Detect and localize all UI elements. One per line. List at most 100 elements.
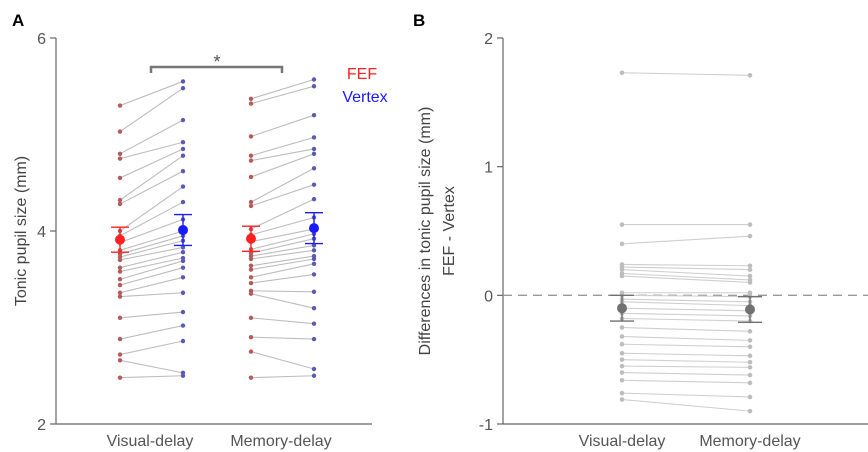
fef-point-memory [248,203,254,209]
vertex-point-visual [180,265,186,270]
difference-line [621,72,751,76]
panel-a-y-tick-label: 2 [37,417,46,434]
subject-line-visual [119,141,184,160]
subject-line-memory [250,255,315,267]
fef-point-visual [117,201,123,207]
fef-point-visual [117,282,123,288]
vertex-point-visual [180,168,186,174]
panel-b: Differences in tonic pupil size (mm) FEF… [417,31,868,450]
fef-point-memory [248,134,254,139]
subject-line-visual [119,340,184,356]
subject-line-visual [119,257,184,273]
subject-line-memory [250,375,315,379]
difference-line [621,298,751,303]
subject-line-memory [250,317,315,325]
panel-b-y-tick-label: 1 [484,160,493,177]
difference-line [621,379,751,384]
fef-point-memory [248,349,254,354]
subject-line-memory [250,216,315,236]
difference-point-visual [619,370,625,375]
difference-line [621,335,751,341]
vertex-point-visual [180,258,186,264]
subject-line-memory [250,238,315,254]
difference-point-memory [747,73,753,78]
subject-line-visual [119,230,184,251]
fef-point-visual [117,336,123,342]
difference-point-memory [747,372,753,378]
vertex-point-memory [311,166,317,171]
subject-line-memory [250,336,315,340]
fef-point-visual [117,103,123,108]
fef-point-visual [117,277,123,282]
vertex-point-memory [311,272,317,277]
vertex-point-memory [311,336,317,342]
vertex-point-memory [311,151,317,156]
difference-point-memory [747,290,753,296]
vertex-point-memory [311,289,317,294]
fef-point-memory [248,199,254,205]
difference-line [621,312,751,317]
subject-line-memory [250,293,315,309]
difference-point-memory [747,394,753,400]
subject-line-visual [119,218,184,244]
fef-point-visual [117,352,123,357]
difference-line [621,343,751,348]
fef-point-memory [248,256,254,262]
vertex-point-memory [311,256,317,262]
panel-b-x-tick-memory-delay: Memory-delay [699,433,800,450]
fef-point-visual [117,375,123,380]
difference-line [621,235,751,245]
vertex-point-visual [180,85,186,91]
difference-point-memory [747,338,753,343]
difference-point-memory [747,273,753,279]
difference-line [621,365,751,368]
difference-line [621,266,751,271]
difference-line [621,392,751,398]
difference-point-memory [747,380,753,386]
fef-point-memory [248,375,254,380]
vertex-point-memory [311,261,317,267]
subject-line-visual [119,240,184,258]
panel-b-y-tick-label: 2 [484,31,493,48]
fef-point-visual [117,151,123,156]
subject-line-visual [119,235,184,255]
vertex-point-memory [311,146,317,152]
fef-point-visual [117,358,123,363]
subject-line-visual [119,155,184,201]
subject-line-memory [250,167,315,203]
fef-point-visual [117,129,123,134]
vertex-point-memory [311,135,317,140]
subject-line-memory [250,114,315,137]
subject-line-memory [250,184,315,207]
vertex-point-visual [180,250,186,255]
subject-line-visual [119,201,184,237]
fef-point-memory [248,315,254,321]
subject-line-memory [250,290,315,293]
vertex-point-visual [180,323,186,328]
subject-line-visual [119,375,184,379]
vertex-point-memory [311,248,317,253]
vertex-mean-memory [309,223,319,234]
subject-line-visual [119,148,184,179]
subject-line-visual [119,119,184,155]
difference-line [621,307,751,312]
difference-mean-visual [617,303,627,314]
fef-point-memory [248,334,254,340]
panel-a-x-tick-visual-delay: Visual-delay [107,433,194,450]
vertex-point-visual [180,275,186,280]
legend-fef: FEF [347,66,377,83]
fef-point-visual [117,175,123,181]
fef-point-memory [248,263,254,268]
difference-point-memory [747,222,753,227]
difference-point-memory [747,280,753,285]
difference-point-visual [619,397,625,402]
vertex-mean-visual [178,225,188,236]
difference-line [621,275,751,284]
fef-point-memory [248,96,254,101]
difference-line [621,263,751,267]
vertex-point-visual [180,79,186,84]
panel-b-y-axis-sublabel: FEF - Vertex [441,186,458,276]
fef-point-visual [117,197,123,203]
subject-line-visual [119,260,184,280]
